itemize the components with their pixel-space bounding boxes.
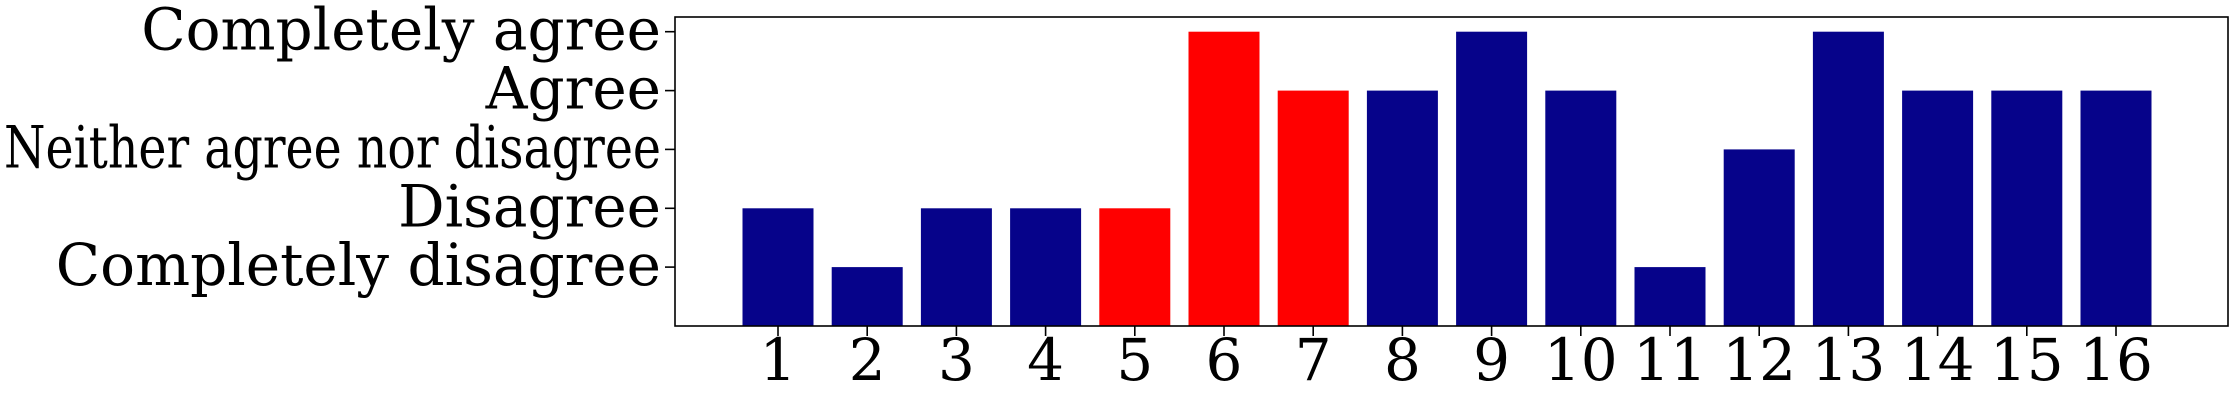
- x-axis: 1 2 3 4 5 6 7 8 9 10 11 12 13 14 15 16: [760, 326, 2153, 394]
- x-tick-label: 2: [849, 326, 886, 394]
- x-tick-label: 9: [1473, 326, 1510, 394]
- y-tick-label: Agree: [485, 55, 661, 123]
- y-tick-label: Completely disagree: [56, 231, 661, 299]
- bar-12: [1723, 149, 1795, 326]
- x-tick-label: 7: [1295, 326, 1332, 394]
- bar-7: [1277, 90, 1349, 326]
- bar-8: [1366, 90, 1438, 326]
- x-tick-label: 14: [1901, 326, 1975, 394]
- y-tick-label: Disagree: [398, 172, 661, 240]
- x-tick-label: 11: [1633, 326, 1707, 394]
- bar-16: [2080, 90, 2152, 326]
- bar-14: [1902, 90, 1974, 326]
- x-tick-label: 4: [1027, 326, 1064, 394]
- x-tick-label: 13: [1811, 326, 1885, 394]
- bar-13: [1812, 31, 1884, 326]
- bar-6: [1188, 31, 1260, 326]
- x-tick-label: 5: [1116, 326, 1153, 394]
- bar-4: [1010, 208, 1082, 326]
- y-tick-label: Completely agree: [141, 0, 661, 64]
- x-tick-label: 1: [760, 326, 797, 394]
- x-tick-label: 15: [1990, 326, 2064, 394]
- bars-layer: [742, 31, 2152, 326]
- bar-3: [920, 208, 992, 326]
- bar-2: [831, 267, 903, 326]
- axes-frame: [674, 16, 2229, 327]
- bar-11: [1634, 267, 1706, 326]
- x-tick-label: 3: [938, 326, 975, 394]
- bar-5: [1099, 208, 1171, 326]
- bar-15: [1991, 90, 2063, 326]
- bar-10: [1545, 90, 1617, 326]
- bar-9: [1456, 31, 1528, 326]
- x-tick-label: 16: [2079, 326, 2153, 394]
- x-tick-label: 10: [1544, 326, 1618, 394]
- x-tick-label: 8: [1384, 326, 1421, 394]
- y-tick-label: Neither agree nor disagree: [4, 113, 661, 181]
- x-tick-label: 6: [1206, 326, 1243, 394]
- x-tick-label: 12: [1722, 326, 1796, 394]
- bar-1: [742, 208, 814, 326]
